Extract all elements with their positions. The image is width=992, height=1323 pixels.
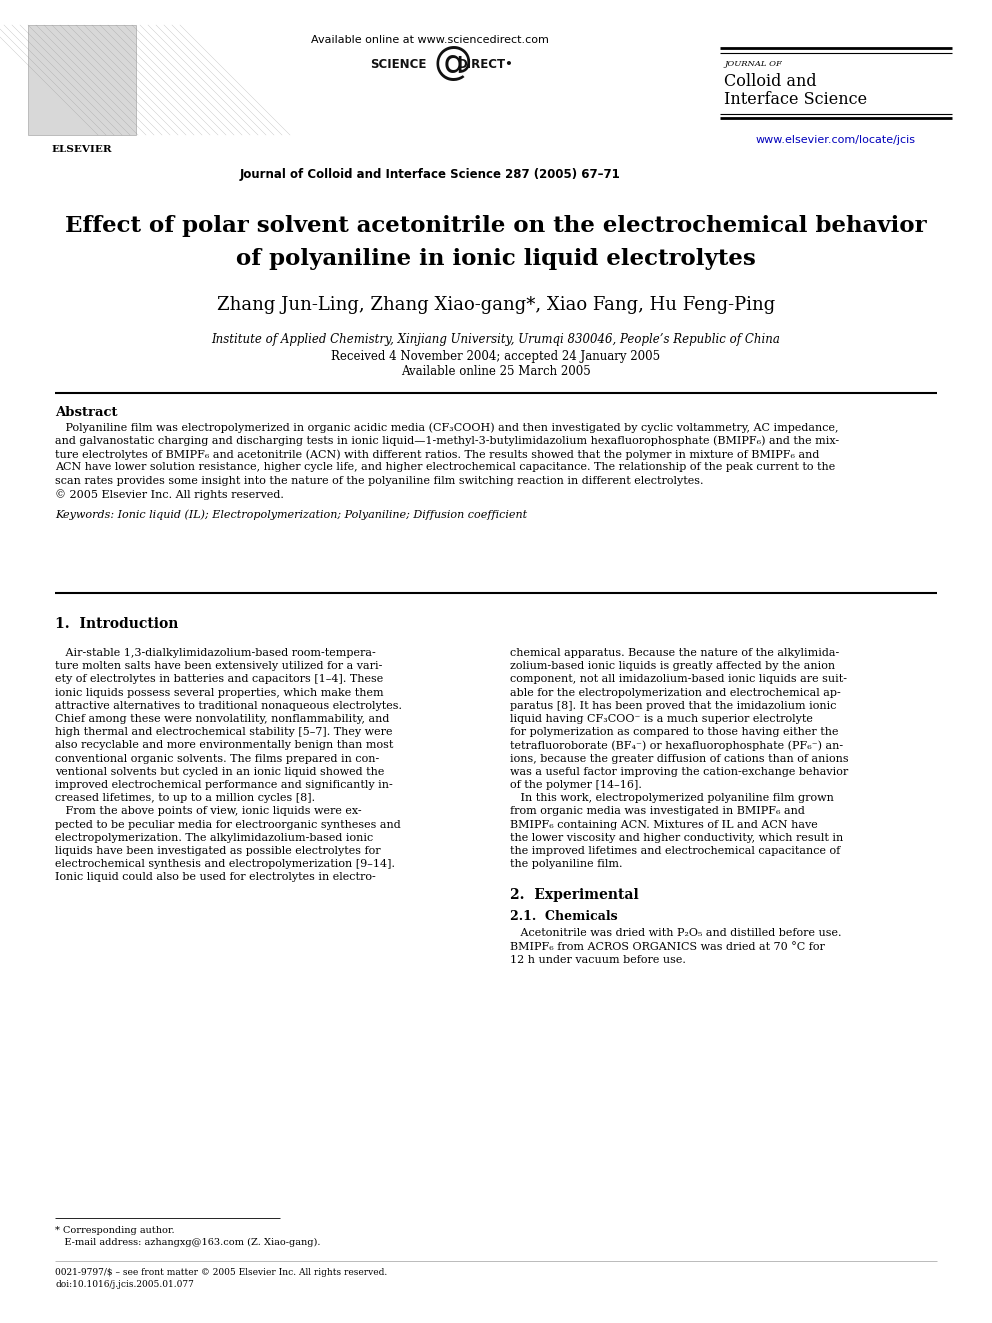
Text: Keywords: Ionic liquid (IL); Electropolymerization; Polyaniline; Diffusion coeff: Keywords: Ionic liquid (IL); Electropoly…: [55, 509, 527, 520]
Text: SCIENCE: SCIENCE: [370, 58, 427, 71]
Text: component, not all imidazolium-based ionic liquids are suit-: component, not all imidazolium-based ion…: [510, 675, 847, 684]
Text: conventional organic solvents. The films prepared in con-: conventional organic solvents. The films…: [55, 754, 379, 763]
Text: scan rates provides some insight into the nature of the polyaniline film switchi: scan rates provides some insight into th…: [55, 476, 703, 486]
Text: creased lifetimes, to up to a million cycles [8].: creased lifetimes, to up to a million cy…: [55, 794, 315, 803]
Text: the improved lifetimes and electrochemical capacitance of: the improved lifetimes and electrochemic…: [510, 845, 840, 856]
Text: © 2005 Elsevier Inc. All rights reserved.: © 2005 Elsevier Inc. All rights reserved…: [55, 490, 284, 500]
Text: ELSEVIER: ELSEVIER: [52, 146, 112, 153]
Text: Interface Science: Interface Science: [724, 91, 867, 108]
Text: Available online at www.sciencedirect.com: Available online at www.sciencedirect.co…: [311, 34, 549, 45]
Text: liquid having CF₃COO⁻ is a much superior electrolyte: liquid having CF₃COO⁻ is a much superior…: [510, 714, 812, 724]
Text: ture electrolytes of BMIPF₆ and acetonitrile (ACN) with different ratios. The re: ture electrolytes of BMIPF₆ and acetonit…: [55, 448, 819, 459]
Text: from organic media was investigated in BMIPF₆ and: from organic media was investigated in B…: [510, 807, 805, 816]
Text: high thermal and electrochemical stability [5–7]. They were: high thermal and electrochemical stabili…: [55, 728, 393, 737]
Text: In this work, electropolymerized polyaniline film grown: In this work, electropolymerized polyani…: [510, 794, 834, 803]
Text: From the above points of view, ionic liquids were ex-: From the above points of view, ionic liq…: [55, 807, 362, 816]
Text: BMIPF₆ containing ACN. Mixtures of IL and ACN have: BMIPF₆ containing ACN. Mixtures of IL an…: [510, 820, 817, 830]
Text: Effect of polar solvent acetonitrile on the electrochemical behavior: Effect of polar solvent acetonitrile on …: [65, 216, 927, 237]
Text: @: @: [434, 44, 472, 82]
Text: 0021-9797/$ – see front matter © 2005 Elsevier Inc. All rights reserved.: 0021-9797/$ – see front matter © 2005 El…: [55, 1267, 387, 1277]
Text: chemical apparatus. Because the nature of the alkylimida-: chemical apparatus. Because the nature o…: [510, 648, 839, 658]
Text: Received 4 November 2004; accepted 24 January 2005: Received 4 November 2004; accepted 24 Ja…: [331, 351, 661, 363]
Text: Polyaniline film was electropolymerized in organic acidic media (CF₃COOH) and th: Polyaniline film was electropolymerized …: [55, 422, 838, 433]
Text: JOURNAL OF: JOURNAL OF: [724, 60, 782, 67]
Text: Ionic liquid could also be used for electrolytes in electro-: Ionic liquid could also be used for elec…: [55, 872, 376, 882]
Text: 2.  Experimental: 2. Experimental: [510, 889, 639, 902]
Text: able for the electropolymerization and electrochemical ap-: able for the electropolymerization and e…: [510, 688, 841, 697]
Text: Abstract: Abstract: [55, 406, 117, 419]
Text: and galvanostatic charging and discharging tests in ionic liquid—1-methyl-3-buty: and galvanostatic charging and dischargi…: [55, 435, 839, 446]
Text: ions, because the greater diffusion of cations than of anions: ions, because the greater diffusion of c…: [510, 754, 848, 763]
Text: ety of electrolytes in batteries and capacitors [1–4]. These: ety of electrolytes in batteries and cap…: [55, 675, 383, 684]
Text: of the polymer [14–16].: of the polymer [14–16].: [510, 781, 642, 790]
Text: E-mail address: azhangxg@163.com (Z. Xiao-gang).: E-mail address: azhangxg@163.com (Z. Xia…: [55, 1238, 320, 1248]
Text: ionic liquids possess several properties, which make them: ionic liquids possess several properties…: [55, 688, 384, 697]
Text: pected to be peculiar media for electroorganic syntheses and: pected to be peculiar media for electroo…: [55, 820, 401, 830]
Text: zolium-based ionic liquids is greatly affected by the anion: zolium-based ionic liquids is greatly af…: [510, 662, 835, 671]
Text: electropolymerization. The alkylimidazolium-based ionic: electropolymerization. The alkylimidazol…: [55, 832, 373, 843]
Text: electrochemical synthesis and electropolymerization [9–14].: electrochemical synthesis and electropol…: [55, 859, 395, 869]
Text: Institute of Applied Chemistry, Xinjiang University, Urumqi 830046, People’s Rep: Institute of Applied Chemistry, Xinjiang…: [211, 333, 781, 347]
Bar: [28, 25, 136, 135]
Text: the polyaniline film.: the polyaniline film.: [510, 859, 623, 869]
Text: Air-stable 1,3-dialkylimidazolium-based room-tempera-: Air-stable 1,3-dialkylimidazolium-based …: [55, 648, 376, 658]
Text: ventional solvents but cycled in an ionic liquid showed the: ventional solvents but cycled in an ioni…: [55, 767, 384, 777]
Text: for polymerization as compared to those having either the: for polymerization as compared to those …: [510, 728, 838, 737]
Text: ture molten salts have been extensively utilized for a vari-: ture molten salts have been extensively …: [55, 662, 382, 671]
Text: attractive alternatives to traditional nonaqueous electrolytes.: attractive alternatives to traditional n…: [55, 701, 402, 710]
Text: * Corresponding author.: * Corresponding author.: [55, 1226, 175, 1234]
Text: improved electrochemical performance and significantly in-: improved electrochemical performance and…: [55, 781, 393, 790]
Text: BMIPF₆ from ACROS ORGANICS was dried at 70 °C for: BMIPF₆ from ACROS ORGANICS was dried at …: [510, 942, 825, 951]
Text: ACN have lower solution resistance, higher cycle life, and higher electrochemica: ACN have lower solution resistance, high…: [55, 463, 835, 472]
Text: DIRECT•: DIRECT•: [458, 58, 514, 71]
Text: Acetonitrile was dried with P₂O₅ and distilled before use.: Acetonitrile was dried with P₂O₅ and dis…: [510, 929, 841, 938]
Text: Available online 25 March 2005: Available online 25 March 2005: [401, 365, 591, 378]
Text: Journal of Colloid and Interface Science 287 (2005) 67–71: Journal of Colloid and Interface Science…: [240, 168, 620, 181]
Text: 12 h under vacuum before use.: 12 h under vacuum before use.: [510, 955, 685, 964]
Text: liquids have been investigated as possible electrolytes for: liquids have been investigated as possib…: [55, 845, 381, 856]
Text: www.elsevier.com/locate/jcis: www.elsevier.com/locate/jcis: [756, 135, 916, 146]
Text: Zhang Jun-Ling, Zhang Xiao-gang*, Xiao Fang, Hu Feng-Ping: Zhang Jun-Ling, Zhang Xiao-gang*, Xiao F…: [217, 296, 775, 314]
Text: the lower viscosity and higher conductivity, which result in: the lower viscosity and higher conductiv…: [510, 832, 843, 843]
Text: Chief among these were nonvolatility, nonflammability, and: Chief among these were nonvolatility, no…: [55, 714, 390, 724]
Text: 1.  Introduction: 1. Introduction: [55, 617, 179, 631]
Text: also recyclable and more environmentally benign than most: also recyclable and more environmentally…: [55, 741, 394, 750]
Text: of polyaniline in ionic liquid electrolytes: of polyaniline in ionic liquid electroly…: [236, 247, 756, 270]
Text: paratus [8]. It has been proved that the imidazolium ionic: paratus [8]. It has been proved that the…: [510, 701, 836, 710]
Text: tetrafluoroborate (BF₄⁻) or hexafluorophosphate (PF₆⁻) an-: tetrafluoroborate (BF₄⁻) or hexafluoroph…: [510, 741, 843, 751]
Text: doi:10.1016/j.jcis.2005.01.077: doi:10.1016/j.jcis.2005.01.077: [55, 1279, 193, 1289]
Text: Colloid and: Colloid and: [724, 73, 816, 90]
Text: 2.1.  Chemicals: 2.1. Chemicals: [510, 910, 618, 923]
Text: was a useful factor improving the cation-exchange behavior: was a useful factor improving the cation…: [510, 767, 848, 777]
